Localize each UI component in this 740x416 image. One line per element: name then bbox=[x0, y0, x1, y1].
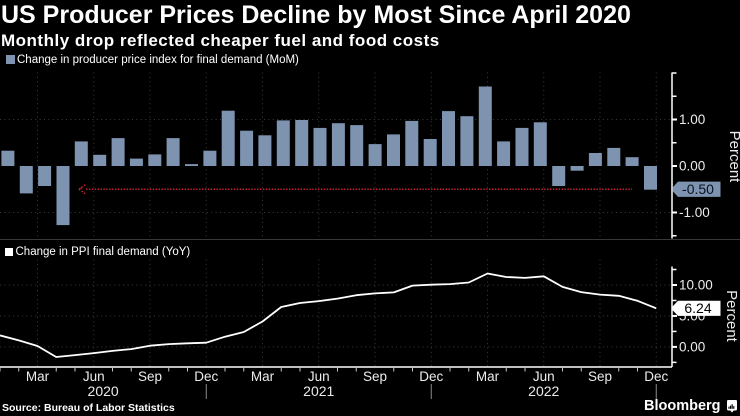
svg-text:Sep: Sep bbox=[588, 369, 612, 384]
svg-text:2021: 2021 bbox=[303, 383, 334, 399]
svg-text:Percent: Percent bbox=[723, 290, 740, 343]
svg-text:Jun: Jun bbox=[308, 369, 330, 384]
svg-text:Jun: Jun bbox=[533, 369, 555, 384]
svg-text:-0.50: -0.50 bbox=[682, 181, 714, 197]
svg-text:Dec: Dec bbox=[644, 369, 668, 384]
svg-text:Jun: Jun bbox=[83, 369, 105, 384]
svg-text:2020: 2020 bbox=[88, 383, 119, 399]
svg-text:6.24: 6.24 bbox=[684, 300, 711, 316]
svg-text:Dec: Dec bbox=[419, 369, 443, 384]
svg-text:Dec: Dec bbox=[194, 369, 218, 384]
svg-text:Percent: Percent bbox=[726, 131, 740, 184]
svg-text:Mar: Mar bbox=[26, 369, 50, 384]
svg-text:0.00: 0.00 bbox=[679, 340, 705, 355]
svg-text:1.00: 1.00 bbox=[679, 112, 705, 127]
svg-text:2022: 2022 bbox=[528, 383, 559, 399]
svg-text:Sep: Sep bbox=[138, 369, 162, 384]
svg-text:Mar: Mar bbox=[476, 369, 500, 384]
svg-text:-1.00: -1.00 bbox=[679, 205, 710, 220]
svg-text:Mar: Mar bbox=[251, 369, 275, 384]
svg-text:10.00: 10.00 bbox=[679, 278, 713, 293]
svg-text:Sep: Sep bbox=[363, 369, 387, 384]
svg-text:0.00: 0.00 bbox=[679, 159, 705, 174]
